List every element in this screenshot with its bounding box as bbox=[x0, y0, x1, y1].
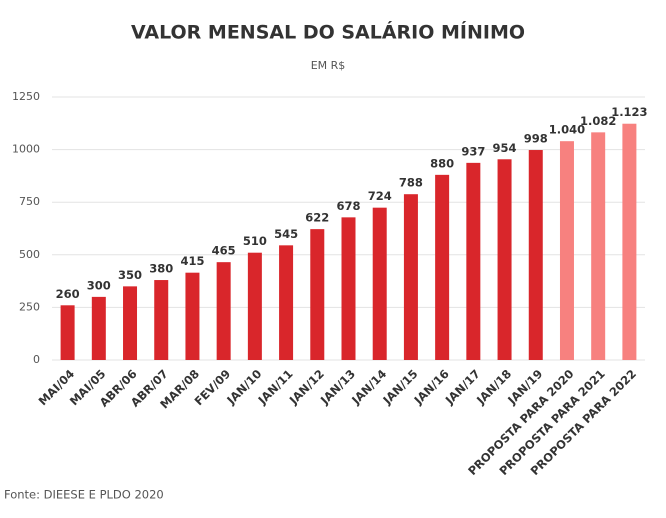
value-label: 545 bbox=[274, 227, 298, 241]
bar bbox=[310, 229, 325, 360]
value-label: 1.082 bbox=[580, 114, 616, 128]
value-label: 954 bbox=[493, 141, 517, 155]
bar bbox=[185, 272, 200, 360]
value-label: 678 bbox=[336, 199, 360, 213]
bar bbox=[279, 245, 294, 360]
value-label: 300 bbox=[87, 278, 111, 292]
x-tick-label: JAN/18 bbox=[473, 367, 514, 408]
y-tick-label: 750 bbox=[19, 195, 40, 208]
bar bbox=[91, 296, 106, 360]
bar bbox=[559, 141, 574, 360]
bar bbox=[435, 174, 450, 360]
bar bbox=[403, 194, 418, 360]
bar bbox=[466, 162, 481, 360]
x-tick-label: JAN/17 bbox=[442, 367, 483, 408]
y-tick-label: 250 bbox=[19, 300, 40, 313]
x-tick-label: JAN/14 bbox=[348, 367, 389, 408]
bar bbox=[123, 286, 138, 360]
bar bbox=[528, 150, 543, 360]
value-label: 350 bbox=[118, 268, 142, 282]
value-label: 724 bbox=[368, 189, 392, 203]
chart-subtitle: EM R$ bbox=[311, 59, 346, 72]
bar bbox=[247, 252, 262, 360]
y-tick-label: 1250 bbox=[12, 90, 40, 103]
value-label: 1.040 bbox=[549, 123, 585, 137]
value-label: 510 bbox=[243, 234, 267, 248]
bar bbox=[154, 280, 169, 360]
value-label: 880 bbox=[430, 156, 454, 170]
x-tick-label: JAN/16 bbox=[411, 367, 452, 408]
source-note: Fonte: DIEESE E PLDO 2020 bbox=[4, 488, 164, 502]
y-tick-label: 1000 bbox=[12, 143, 40, 156]
x-tick-label: JAN/12 bbox=[286, 367, 327, 408]
bar bbox=[622, 123, 637, 361]
bar bbox=[497, 159, 512, 360]
value-label: 415 bbox=[180, 254, 204, 268]
x-tick-label: JAN/10 bbox=[223, 367, 264, 408]
value-label: 465 bbox=[212, 244, 236, 258]
value-label: 260 bbox=[56, 287, 80, 301]
bar bbox=[341, 217, 356, 360]
bar bbox=[216, 262, 231, 360]
value-label: 1.123 bbox=[611, 105, 647, 119]
value-label: 998 bbox=[524, 132, 548, 146]
y-tick-label: 500 bbox=[19, 248, 40, 261]
x-tick-label: JAN/15 bbox=[379, 367, 420, 408]
y-tick-label: 0 bbox=[33, 353, 40, 366]
value-label: 380 bbox=[149, 262, 173, 276]
bar bbox=[591, 132, 606, 360]
x-tick-label: JAN/13 bbox=[317, 367, 358, 408]
value-label: 788 bbox=[399, 176, 423, 190]
x-tick-label: JAN/11 bbox=[255, 367, 296, 408]
bar bbox=[60, 305, 75, 360]
value-label: 937 bbox=[461, 144, 485, 158]
value-label: 622 bbox=[305, 211, 329, 225]
bar bbox=[372, 207, 387, 360]
chart-title: VALOR MENSAL DO SALÁRIO MÍNIMO bbox=[131, 21, 525, 44]
